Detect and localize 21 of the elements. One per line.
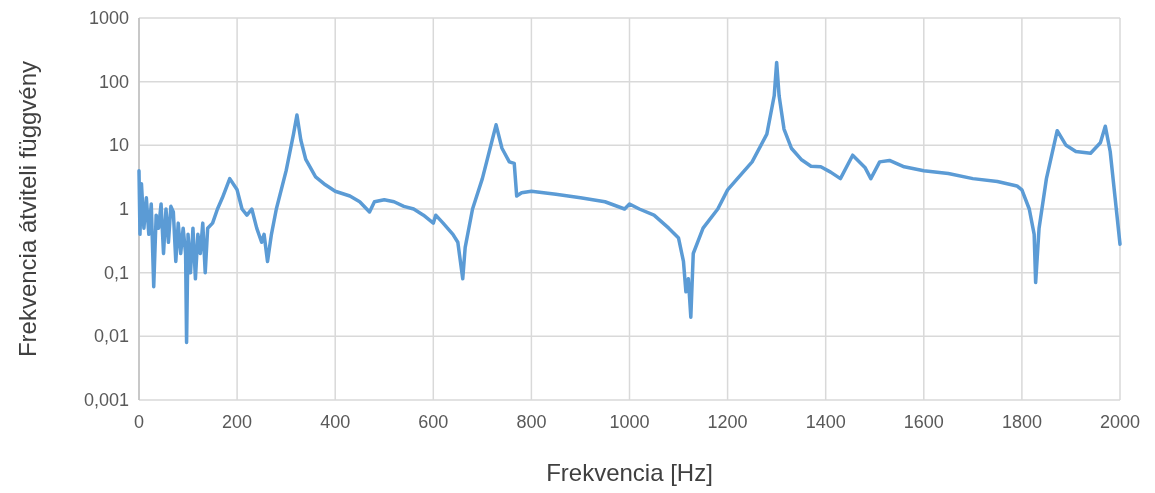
x-tick-label: 1600 — [903, 412, 944, 432]
y-axis-title: Frekvencia átviteli függvény — [14, 60, 41, 358]
line-series — [137, 60, 1122, 345]
y-tick-label: 10 — [108, 135, 129, 156]
x-tick-label: 600 — [418, 412, 449, 432]
x-tick-label: 200 — [222, 412, 253, 432]
y-tick-label: 1000 — [88, 8, 129, 28]
x-tick-label: 1400 — [805, 412, 846, 432]
x-axis-title: Frekvencia [Hz] — [546, 459, 713, 486]
y-tick-label: 100 — [98, 71, 129, 92]
y-tick-label: 0,01 — [93, 326, 129, 347]
x-tick-label: 2000 — [1099, 412, 1141, 432]
y-tick-label: 0,1 — [103, 262, 129, 283]
x-tick-label: 400 — [320, 412, 351, 432]
x-tick-label: 1200 — [707, 412, 748, 432]
x-tick-label: 1000 — [609, 412, 650, 432]
x-tick-label: 0 — [133, 412, 145, 432]
y-tick-label: 0,001 — [83, 390, 129, 410]
x-tick-label: 1800 — [1001, 412, 1042, 432]
y-tick-label: 1 — [118, 199, 129, 219]
x-tick-label: 800 — [516, 412, 547, 432]
